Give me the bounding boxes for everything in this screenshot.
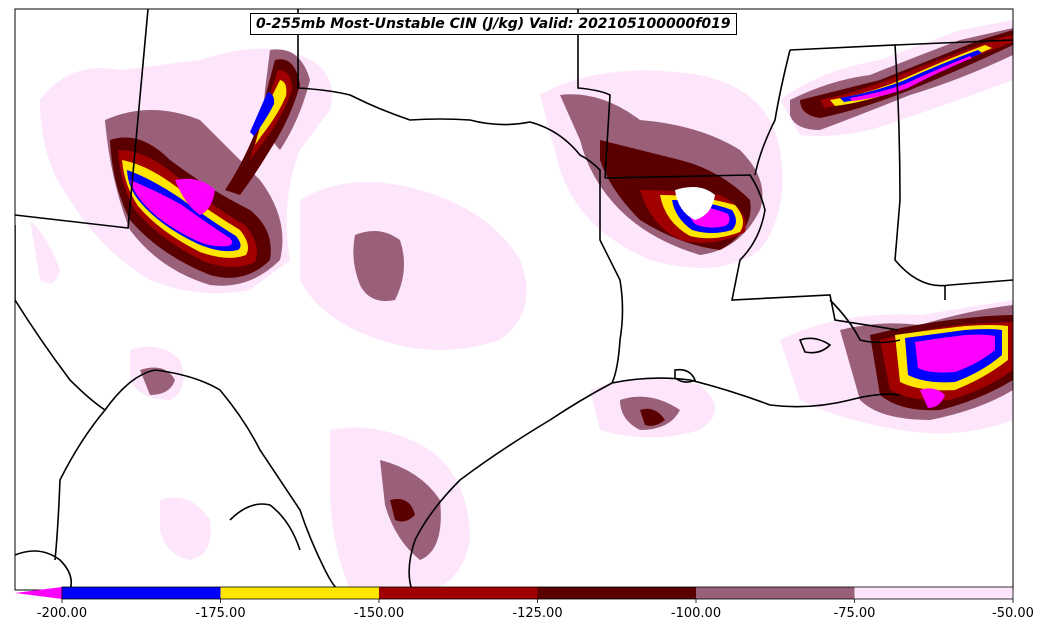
colorbar-bin-1	[220, 587, 379, 599]
contour-region	[353, 231, 404, 301]
colorbar-ticks	[61, 599, 1014, 603]
colorbar-tick-label: -50.00	[992, 606, 1034, 621]
colorbar-bin-5	[854, 587, 1013, 599]
state-borders	[15, 9, 1013, 590]
colorbar-extend-min	[15, 587, 62, 599]
contour-region	[640, 408, 665, 426]
contour-region	[920, 388, 945, 408]
colorbar-tick-label: -200.00	[36, 606, 88, 621]
contour-region	[140, 367, 175, 395]
contour-region	[850, 56, 972, 101]
map-title: 0-255mb Most-Unstable CIN (J/kg) Valid: …	[250, 13, 737, 35]
colorbar-bin-0	[62, 587, 221, 599]
colorbar-tick-label: -175.00	[195, 606, 246, 621]
contour-region	[130, 180, 233, 247]
contour-region	[175, 178, 215, 215]
colorbar-tick-label: -125.00	[512, 606, 563, 621]
contour-region	[160, 497, 211, 560]
colorbar-bins	[62, 587, 1013, 599]
contour-region	[915, 334, 995, 373]
white-void	[675, 186, 715, 220]
colorbar-tick-label: -150.00	[353, 606, 405, 621]
colorbar-bin-2	[379, 587, 538, 599]
colorbar-tick-label: -100.00	[670, 606, 722, 621]
colorbar-bin-4	[696, 587, 855, 599]
cin-contour-fields	[30, 20, 1013, 590]
contour-region	[390, 499, 415, 522]
colorbar-tick-label: -75.00	[833, 606, 876, 621]
colorbar	[15, 586, 1014, 603]
contour-band-magenta	[130, 56, 995, 408]
contour-region	[30, 220, 60, 284]
contour-region	[255, 80, 287, 145]
colorbar-bin-3	[537, 587, 696, 599]
contour-region	[250, 92, 275, 136]
contour-region	[300, 182, 527, 350]
contour-region	[840, 50, 982, 102]
